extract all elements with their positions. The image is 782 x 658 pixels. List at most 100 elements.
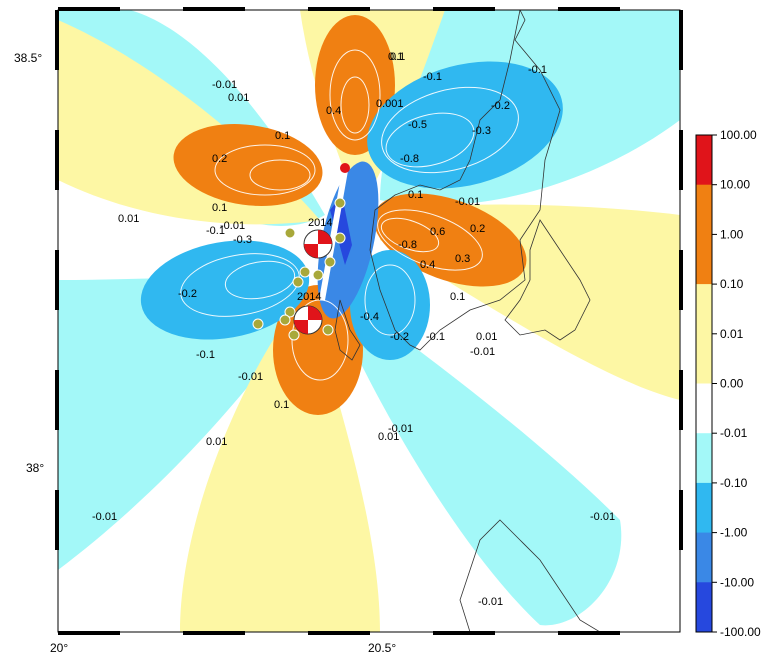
aftershock	[324, 256, 336, 268]
colorbar-tick-label: -100.00	[720, 625, 761, 639]
contour-label: -0.2	[390, 331, 409, 343]
contour	[249, 159, 311, 191]
frame-tick	[183, 631, 245, 635]
lat-label-38-5: 38.5°	[14, 51, 42, 65]
contour	[180, 253, 300, 317]
frame-tick	[55, 10, 59, 70]
contour-label: -0.01	[590, 511, 615, 523]
frame-tick	[55, 130, 59, 190]
contour-label: -0.3	[472, 125, 491, 137]
contour-label: -0.3	[233, 234, 252, 246]
beachball-quadrant	[308, 306, 322, 320]
aftershock	[292, 276, 304, 288]
contour	[381, 86, 519, 174]
focal-mechanism-1	[303, 229, 333, 259]
contour-label: -0.8	[400, 153, 419, 165]
colorbar-block	[696, 184, 712, 235]
frame-tick	[55, 370, 59, 430]
frame-tick	[558, 7, 620, 11]
aftershock	[299, 266, 311, 278]
lobe-lightblue-se	[340, 300, 622, 626]
frame-tick	[679, 130, 683, 190]
contour-label: -0.2	[491, 100, 510, 112]
colorbar-tick-label: 100.00	[720, 128, 757, 142]
contour-label: -0.2	[178, 288, 197, 300]
contour-label: 0.001	[376, 98, 404, 110]
event-label-1: 2014	[308, 217, 332, 229]
beachball-quadrant	[294, 320, 308, 334]
beachball-quadrant	[304, 244, 318, 258]
contour-label: 0.6	[430, 226, 445, 238]
frame-ticks	[55, 7, 683, 635]
negative-lobes	[140, 61, 563, 360]
contour-label: -0.8	[398, 239, 417, 251]
contour-label: 0.3	[455, 253, 470, 265]
contour-label: 0.01	[118, 213, 139, 225]
colorbar-tick-label: 10.00	[720, 178, 750, 192]
frame-tick	[55, 490, 59, 550]
contour-label: -0.1	[196, 349, 215, 361]
fault-trace	[319, 164, 349, 301]
aftershock	[284, 306, 296, 318]
aftershocks	[252, 197, 346, 341]
contour	[329, 49, 381, 141]
map-area: 2014 2014 -0.01 0.01 0.01 -0.01 0.1 0.2 …	[58, 10, 680, 632]
contour-label: -0.4	[360, 311, 379, 323]
colorbar-tick-label: 0.01	[720, 327, 744, 341]
contour-label: -0.01	[470, 346, 495, 358]
colorbar: 100.00 10.00 1.00 0.10 0.01 0.00 -0.01 -0.10 -1.…	[695, 128, 761, 639]
coastline-island-east	[504, 219, 591, 341]
contour-label: 0.2	[470, 223, 485, 235]
contour-label: -0.1	[206, 225, 225, 237]
colorbar-block	[696, 135, 712, 186]
contour-label: 0.2	[212, 153, 227, 165]
contour-label: 0.01	[378, 431, 399, 443]
contour-label: 0.1	[408, 189, 423, 201]
lobe-lightblue-sw	[58, 278, 320, 570]
contour-label: 0.01	[206, 436, 227, 448]
contour	[377, 209, 483, 271]
colorbar-block	[696, 532, 712, 583]
colorbar-tick-label: -1.00	[720, 526, 748, 540]
frame-tick	[308, 7, 370, 11]
contour-label: -0.01	[212, 79, 237, 91]
contour-label: -0.1	[426, 331, 445, 343]
coastline-island-north	[369, 10, 561, 351]
colorbar-block	[696, 284, 712, 335]
colorbar-tick-label: -0.10	[720, 476, 748, 490]
lobe-orange-nw	[173, 124, 323, 206]
contour-label: 0.1	[388, 51, 403, 63]
contour-label: -0.01	[478, 596, 503, 608]
map-frame	[55, 7, 683, 635]
colorbar-tick-label: 0.10	[720, 277, 744, 291]
event-label-2: 2014	[297, 291, 321, 303]
lobe-blue-se	[350, 250, 430, 360]
lobe-blue-w	[140, 240, 310, 340]
colorbar-block	[696, 482, 712, 534]
contour-label: 0.1	[274, 399, 289, 411]
lat-label-38: 38°	[26, 461, 44, 475]
contour-label: 0.1	[275, 130, 290, 142]
aftershock	[334, 232, 346, 244]
lobe-blue-ne	[367, 61, 563, 189]
colorbar-tick-label: 0.00	[720, 377, 744, 391]
frame-tick	[679, 250, 683, 310]
frame-tick	[679, 370, 683, 430]
contour-label: 0.1	[450, 291, 465, 303]
lon-label-20: 20°	[50, 641, 68, 655]
aftershock	[284, 227, 296, 239]
contour	[340, 76, 370, 134]
coastline-islet	[334, 299, 361, 361]
contour-label: 0.4	[326, 105, 341, 117]
aftershock	[252, 318, 264, 330]
frame-tick	[183, 7, 245, 11]
contour-label: 0.01	[476, 331, 497, 343]
colorbar-block	[696, 433, 712, 484]
aftershock	[288, 329, 300, 341]
colorbar-tick-label: -10.00	[720, 575, 754, 589]
contour-label: -0.1	[423, 71, 442, 83]
contour-label: -0.01	[92, 511, 117, 523]
contour-label: -0.1	[528, 64, 547, 76]
contour	[380, 217, 440, 253]
